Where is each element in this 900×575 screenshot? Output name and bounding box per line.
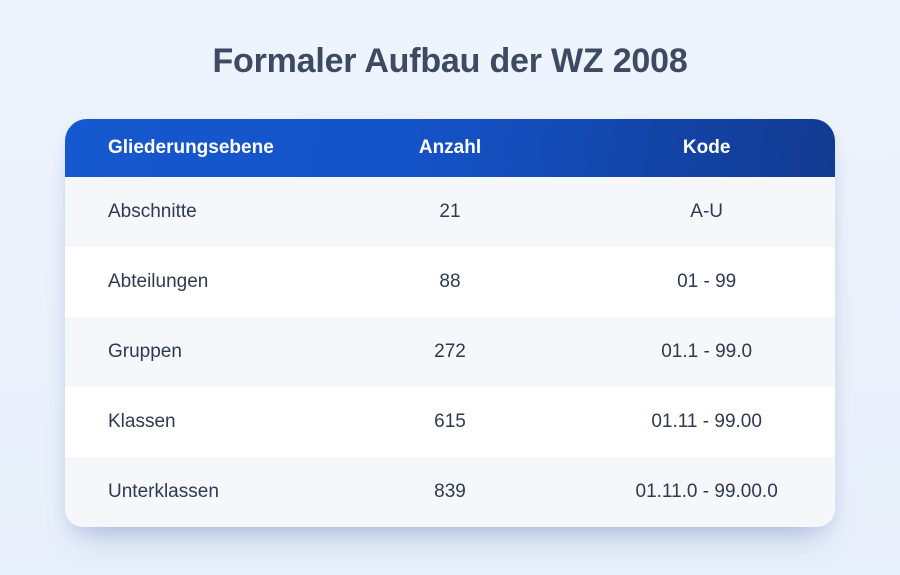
cell-anzahl: 615 bbox=[434, 411, 466, 432]
cell-kode: 01 - 99 bbox=[677, 271, 737, 292]
page-title: Formaler Aufbau der WZ 2008 bbox=[212, 42, 688, 80]
table-row: Unterklassen 839 01.11.0 - 99.00.0 bbox=[65, 457, 835, 527]
table-row: Gruppen 272 01.1 - 99.0 bbox=[65, 317, 835, 387]
table-row: Klassen 615 01.11 - 99.00 bbox=[65, 387, 835, 457]
wz2008-structure-table: Gliederungsebene Anzahl Kode Abschnitte … bbox=[65, 119, 835, 527]
table-row: Abschnitte 21 A-U bbox=[65, 177, 835, 247]
cell-anzahl: 272 bbox=[434, 341, 466, 362]
cell-gliederungsebene: Abteilungen bbox=[108, 271, 209, 292]
column-header-anzahl: Anzahl bbox=[418, 137, 482, 158]
cell-kode: 01.1 - 99.0 bbox=[661, 341, 753, 362]
cell-anzahl: 88 bbox=[439, 271, 461, 292]
cell-gliederungsebene: Abschnitte bbox=[108, 201, 197, 222]
column-header-kode: Kode bbox=[682, 137, 731, 158]
cell-kode: 01.11.0 - 99.00.0 bbox=[635, 481, 778, 502]
table-row: Abteilungen 88 01 - 99 bbox=[65, 247, 835, 317]
cell-gliederungsebene: Klassen bbox=[108, 411, 176, 432]
cell-gliederungsebene: Unterklassen bbox=[108, 481, 219, 502]
cell-anzahl: 21 bbox=[439, 201, 461, 222]
table-header-row: Gliederungsebene Anzahl Kode bbox=[65, 119, 835, 177]
table-body: Abschnitte 21 A-U Abteilungen 88 01 - 99… bbox=[65, 177, 835, 527]
cell-kode: A-U bbox=[690, 201, 724, 222]
column-header-gliederungsebene: Gliederungsebene bbox=[108, 137, 274, 158]
cell-gliederungsebene: Gruppen bbox=[108, 341, 182, 362]
cell-anzahl: 839 bbox=[434, 481, 466, 502]
cell-kode: 01.11 - 99.00 bbox=[651, 411, 762, 432]
